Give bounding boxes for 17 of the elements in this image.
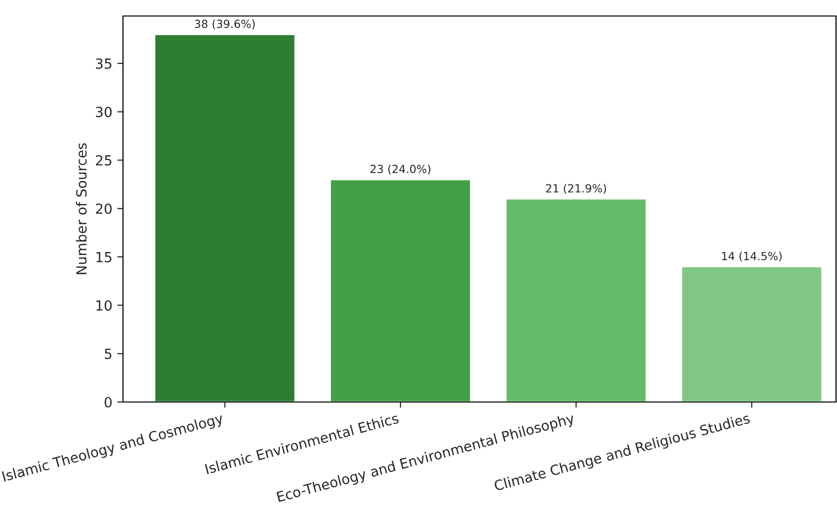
data-label: 21 (21.9%) [546, 184, 606, 194]
bar [680, 266, 823, 402]
bar [154, 34, 296, 402]
y-tick-label: 15 [96, 252, 112, 262]
y-tick-label: 35 [96, 58, 112, 69]
data-label: 38 (39.6%) [194, 19, 255, 30]
bar [505, 198, 648, 402]
data-label: 23 (24.0%) [370, 164, 430, 174]
data-label: 14 (14.5%) [722, 252, 782, 262]
y-axis-title: Number of Sources [76, 143, 87, 274]
y-tick-label: 25 [96, 155, 112, 166]
y-tick-label: 20 [96, 203, 112, 214]
bar [330, 178, 472, 402]
y-tick-label: 10 [96, 300, 112, 311]
y-tick-label: 0 [104, 396, 112, 408]
y-tick-label: 5 [104, 348, 112, 360]
y-tick-label: 30 [96, 106, 112, 118]
